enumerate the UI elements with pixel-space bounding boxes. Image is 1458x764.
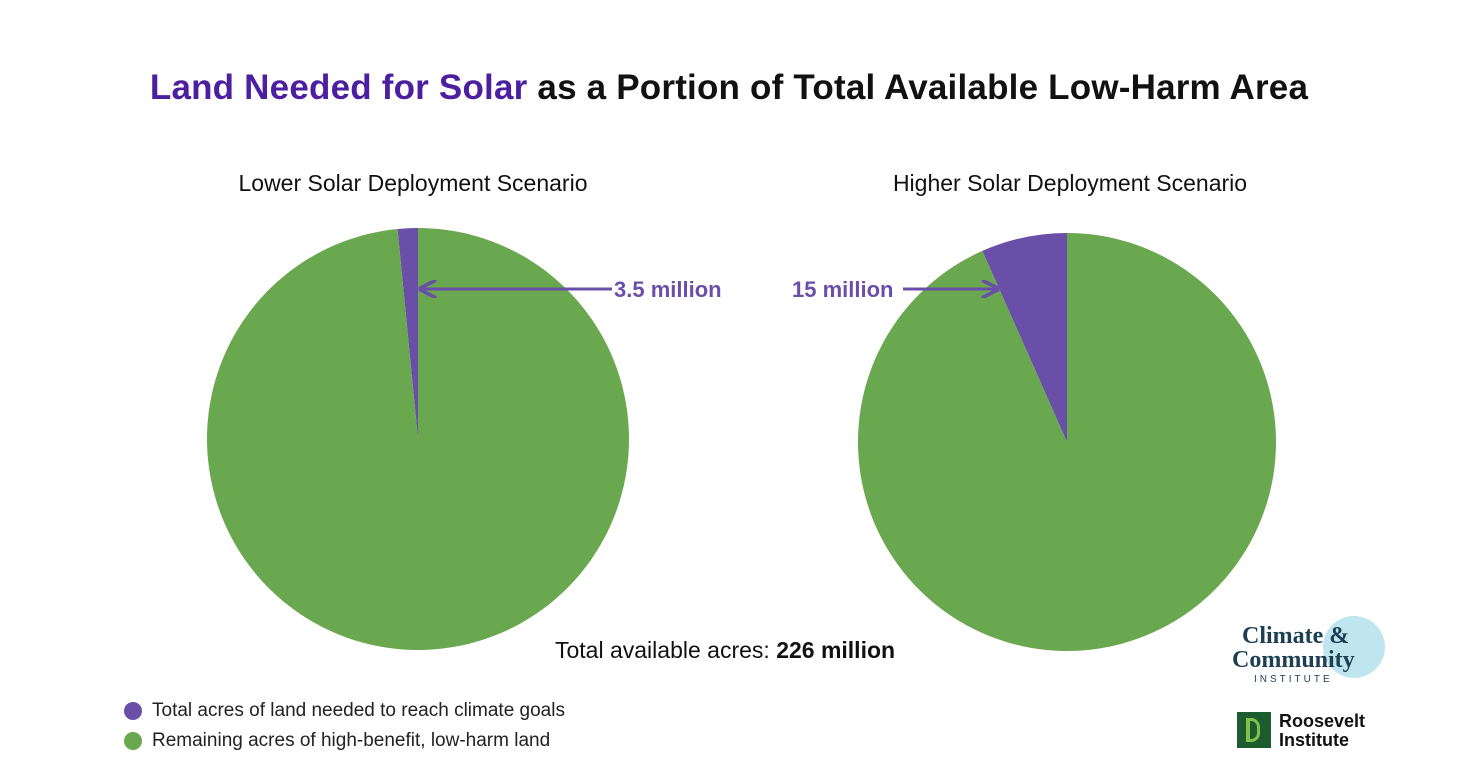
total-value: 226 million [776, 637, 896, 663]
legend: Total acres of land needed to reach clim… [124, 696, 565, 756]
roosevelt-line1: Roosevelt [1279, 711, 1366, 731]
logo-line2: Community [1232, 647, 1355, 673]
pie-lower-slice-remaining [206, 228, 629, 651]
legend-item-needed: Total acres of land needed to reach clim… [124, 696, 565, 726]
pie-higher-slice-needed [982, 233, 1067, 442]
logo-circle [1323, 616, 1385, 678]
logo-line1: Climate & [1242, 623, 1350, 649]
pie-lower-scenario [206, 228, 629, 651]
roosevelt-line2: Institute [1279, 730, 1349, 750]
total-acres: Total available acres: 226 million [555, 637, 895, 664]
pie-higher-slice-remaining [857, 232, 1276, 651]
right-chart-title: Higher Solar Deployment Scenario [892, 170, 1248, 196]
title-rest: as a Portion of Total Available Low-Harm… [537, 68, 1309, 107]
legend-label-needed: Total acres of land needed to reach clim… [152, 700, 565, 721]
legend-swatch-needed [124, 702, 142, 720]
legend-swatch-remaining [124, 732, 142, 750]
left-chart-title: Lower Solar Deployment Scenario [238, 170, 588, 196]
pie-higher-scenario [857, 232, 1276, 651]
title-accent: Land Needed for Solar [149, 68, 528, 107]
right-slice-label: 15 million [792, 277, 893, 302]
climate-community-logo: Climate & Community INSTITUTE [1228, 614, 1388, 686]
roosevelt-logo: Roosevelt Institute [1237, 712, 1397, 752]
left-slice-label: 3.5 million [614, 277, 722, 302]
pie-lower-slice-needed [397, 228, 418, 439]
roosevelt-mark-icon [1237, 712, 1271, 748]
logo-line3: INSTITUTE [1254, 674, 1333, 685]
total-prefix: Total available acres: [555, 637, 770, 663]
legend-label-remaining: Remaining acres of high-benefit, low-har… [152, 730, 551, 751]
page-title: Land Needed for Solar as a Portion of To… [0, 68, 1458, 108]
legend-item-remaining: Remaining acres of high-benefit, low-har… [124, 726, 565, 756]
